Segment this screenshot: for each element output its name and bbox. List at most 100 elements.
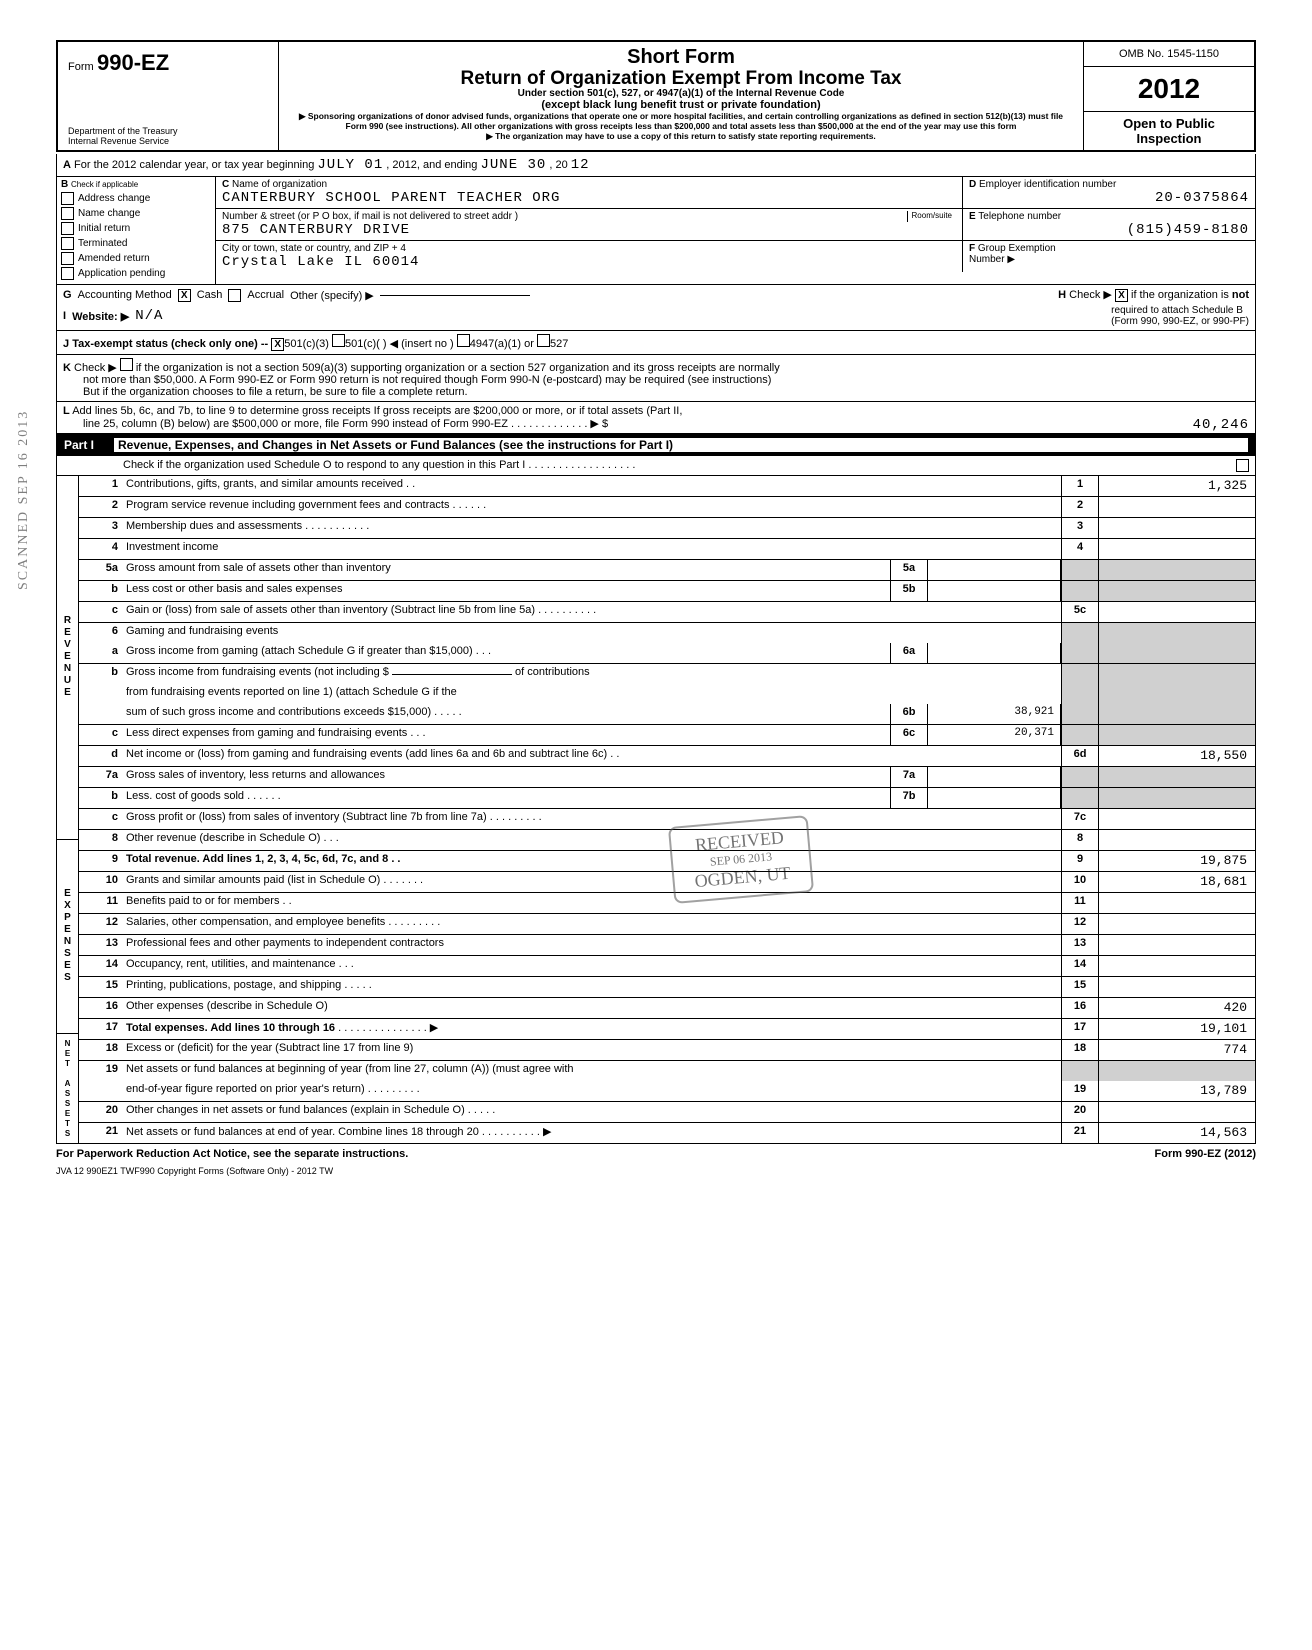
- k-label: Check ▶: [74, 362, 117, 374]
- line-6b-3: sum of such gross income and contributio…: [79, 704, 1255, 725]
- satisfy-text: ▶ The organization may have to use a cop…: [289, 131, 1073, 141]
- tax-year: 2012: [1084, 67, 1254, 112]
- short-form-title: Short Form: [289, 46, 1073, 69]
- line-19-2: end-of-year figure reported on prior yea…: [79, 1081, 1255, 1102]
- cb-name-change[interactable]: Name change: [61, 207, 211, 220]
- line-21: 21Net assets or fund balances at end of …: [79, 1123, 1255, 1143]
- b-label: Check if applicable: [71, 180, 138, 189]
- line-7a: 7aGross sales of inventory, less returns…: [79, 767, 1255, 788]
- satisfy-span: The organization may have to use a copy …: [495, 131, 876, 141]
- footer-jva: JVA 12 990EZ1 TWF990 Copyright Forms (So…: [56, 1164, 1256, 1178]
- inspection-text: Inspection: [1088, 131, 1250, 146]
- cb-cash[interactable]: [178, 289, 191, 302]
- c-label: Name of organization: [232, 179, 327, 190]
- line-6: 6Gaming and fundraising events: [79, 623, 1255, 643]
- scan-stamp: SCANNED SEP 16 2013: [16, 410, 32, 590]
- line-6c: cLess direct expenses from gaming and fu…: [79, 725, 1255, 746]
- line-16: 16Other expenses (describe in Schedule O…: [79, 998, 1255, 1019]
- side-revenue: REVENUE: [57, 476, 79, 840]
- suite-label: Room/suite: [907, 211, 956, 222]
- j-501c: 501(c)(: [345, 338, 380, 350]
- form-number: 990-EZ: [97, 50, 169, 75]
- d-value: 20-0375864: [969, 190, 1249, 206]
- line-2: 2Program service revenue including gover…: [79, 497, 1255, 518]
- line-17: 17Total expenses. Add lines 10 through 1…: [79, 1019, 1255, 1040]
- side-labels: REVENUE EXPENSES NET ASSETS: [57, 476, 79, 1143]
- line-14: 14Occupancy, rent, utilities, and mainte…: [79, 956, 1255, 977]
- row-g: G Accounting Method Cash Accrual Other (…: [57, 284, 1255, 305]
- g-label: Accounting Method: [78, 289, 172, 301]
- lines-container: 1Contributions, gifts, grants, and simil…: [79, 476, 1255, 1143]
- row-addr: Number & street (or P O box, if mail is …: [216, 209, 1255, 241]
- line-6b-2: from fundraising events reported on line…: [79, 684, 1255, 704]
- l-text2: line 25, column (B) below) are $500,000 …: [63, 418, 608, 430]
- l-text1: Add lines 5b, 6c, and 7b, to line 9 to d…: [72, 405, 682, 417]
- cb-pending[interactable]: Application pending: [61, 267, 211, 280]
- line-1: 1Contributions, gifts, grants, and simil…: [79, 476, 1255, 497]
- cb-4947[interactable]: [457, 334, 470, 347]
- row-name: C Name of organization CANTERBURY SCHOOL…: [216, 177, 1255, 209]
- a-text: For the 2012 calendar year, or tax year …: [74, 159, 314, 171]
- part1-table: REVENUE EXPENSES NET ASSETS 1Contributio…: [56, 476, 1256, 1144]
- footer-form: Form 990-EZ (2012): [1155, 1148, 1256, 1160]
- j-label: Tax-exempt status (check only one) --: [72, 338, 268, 350]
- line-9: 9Total revenue. Add lines 1, 2, 3, 4, 5c…: [79, 851, 1255, 872]
- i-label: Website: ▶: [72, 310, 129, 323]
- f-number: Number ▶: [969, 254, 1249, 265]
- cb-schedule-b[interactable]: [1115, 289, 1128, 302]
- line-5b: bLess cost or other basis and sales expe…: [79, 581, 1255, 602]
- e-label: Telephone number: [978, 211, 1061, 222]
- under-section: Under section 501(c), 527, or 4947(a)(1)…: [289, 88, 1073, 99]
- row-k: K Check ▶ if the organization is not a s…: [57, 354, 1255, 401]
- cb-label: Amended return: [78, 253, 150, 264]
- l17-desc: Total expenses. Add lines 10 through 16: [126, 1022, 335, 1034]
- header-right: OMB No. 1545-1150 2012 Open to Public In…: [1084, 42, 1254, 150]
- line-13: 13Professional fees and other payments t…: [79, 935, 1255, 956]
- side-netassets: NET ASSETS: [57, 1034, 79, 1143]
- header-left: Form 990-EZ Department of the Treasury I…: [58, 42, 279, 150]
- cb-amended[interactable]: Amended return: [61, 252, 211, 265]
- cb-accrual[interactable]: [228, 289, 241, 302]
- line-7c: cGross profit or (loss) from sales of in…: [79, 809, 1255, 830]
- 6b-d2: of contributions: [515, 666, 590, 678]
- dept-block: Department of the Treasury Internal Reve…: [68, 126, 268, 146]
- section-identifying: A For the 2012 calendar year, or tax yea…: [56, 154, 1256, 434]
- line-15: 15Printing, publications, postage, and s…: [79, 977, 1255, 998]
- k-text1: if the organization is not a section 509…: [136, 362, 780, 374]
- line-3: 3Membership dues and assessments . . . .…: [79, 518, 1255, 539]
- cb-schedule-o[interactable]: [1236, 459, 1249, 472]
- i-value: N/A: [135, 308, 163, 324]
- check-o-text: Check if the organization used Schedule …: [63, 459, 635, 472]
- addr-label: Number & street (or P O box, if mail is …: [222, 211, 907, 222]
- row-i: I Website: ▶ N/A required to attach Sche…: [57, 305, 1255, 330]
- d-label: Employer identification number: [979, 179, 1116, 190]
- sponsor-text: ▶ Sponsoring organizations of donor advi…: [289, 111, 1073, 131]
- cb-k[interactable]: [120, 358, 133, 371]
- cell-c-name: C Name of organization CANTERBURY SCHOOL…: [216, 177, 963, 208]
- row-city: City or town, state or country, and ZIP …: [216, 241, 1255, 272]
- sponsor-span: Sponsoring organizations of donor advise…: [308, 111, 1063, 131]
- cb-501c[interactable]: [332, 334, 345, 347]
- stamp-date: SEP 06 2013: [693, 848, 790, 871]
- h-text-1: if the organization is not: [1131, 289, 1249, 301]
- col-cd: C Name of organization CANTERBURY SCHOOL…: [216, 177, 1255, 284]
- cell-phone: E Telephone number (815)459-8180: [963, 209, 1255, 240]
- form-page: SCANNED SEP 16 2013 Form 990-EZ Departme…: [56, 40, 1256, 1178]
- cb-initial-return[interactable]: Initial return: [61, 222, 211, 235]
- cb-527[interactable]: [537, 334, 550, 347]
- l9-desc: Total revenue. Add lines 1, 2, 3, 4, 5c,…: [126, 853, 401, 865]
- cb-label: Terminated: [78, 238, 127, 249]
- cb-terminated[interactable]: Terminated: [61, 237, 211, 250]
- footer-row: For Paperwork Reduction Act Notice, see …: [56, 1144, 1256, 1164]
- form-header: Form 990-EZ Department of the Treasury I…: [56, 40, 1256, 152]
- cb-501c3[interactable]: [271, 338, 284, 351]
- dept1: Department of the Treasury: [68, 126, 268, 136]
- line-5c: cGain or (loss) from sale of assets othe…: [79, 602, 1255, 623]
- a-end-year: 12: [571, 157, 590, 173]
- part1-label: Part I: [64, 438, 94, 452]
- open-text: Open to Public: [1088, 116, 1250, 131]
- row-a: A For the 2012 calendar year, or tax yea…: [57, 154, 1255, 176]
- line-8: 8Other revenue (describe in Schedule O) …: [79, 830, 1255, 851]
- dept2: Internal Revenue Service: [68, 136, 268, 146]
- cb-address-change[interactable]: Address change: [61, 192, 211, 205]
